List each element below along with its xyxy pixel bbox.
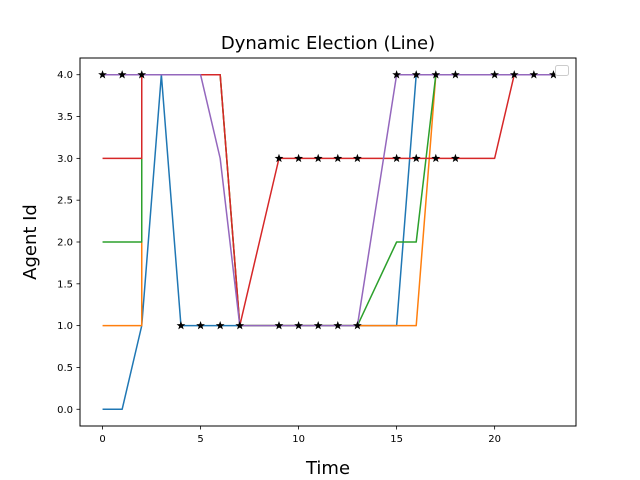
star-marker: [196, 321, 205, 330]
plot-frame: [79, 57, 577, 427]
star-marker: [333, 321, 343, 330]
plot-area: [98, 70, 558, 411]
y-tick-label: 0.5: [57, 363, 73, 374]
y-tick-label: 1.0: [57, 321, 73, 332]
star-marker: [117, 70, 127, 79]
star-marker: [509, 70, 519, 79]
star-marker: [353, 321, 362, 330]
y-tick-label: 3.5: [57, 112, 73, 123]
star-marker: [353, 153, 362, 163]
y-tick-label: 0.0: [57, 405, 73, 416]
star-marker: [235, 321, 245, 330]
star-marker: [294, 153, 303, 163]
star-marker: [431, 70, 441, 79]
y-tick-label: 2.0: [57, 238, 73, 249]
x-tick-label: 0: [99, 434, 105, 445]
star-marker: [98, 70, 107, 79]
series-line-5: [102, 73, 554, 327]
star-marker: [215, 321, 225, 330]
series-line-2: [102, 73, 554, 327]
star-marker: [274, 321, 284, 330]
star-marker: [411, 70, 421, 79]
series-line-1: [102, 73, 554, 411]
y-tick-label: 3.0: [57, 154, 73, 165]
star-marker: [529, 70, 539, 79]
star-marker: [431, 153, 441, 163]
star-marker: [490, 70, 500, 79]
chart-title: Dynamic Election (Line): [221, 33, 435, 54]
star-marker: [392, 70, 401, 79]
x-axis: 0 5 10 15 20: [99, 426, 501, 445]
series-line-3: [102, 73, 554, 327]
star-marker: [333, 153, 343, 163]
x-axis-title: Time: [305, 458, 350, 479]
legend-box: [555, 65, 569, 76]
y-tick-label: 4.0: [57, 70, 73, 81]
star-marker: [313, 153, 323, 163]
x-tick-label: 20: [488, 434, 501, 445]
star-marker: [176, 321, 186, 330]
y-axis-title: Agent Id: [20, 204, 41, 280]
series-line-4: [102, 73, 554, 327]
star-marker: [451, 153, 460, 163]
y-axis: 0.0 0.5 1.0 1.5 2.0 2.5 3.0 3.5 4.0: [57, 70, 80, 416]
y-tick-label: 1.5: [57, 279, 73, 290]
star-marker: [411, 153, 421, 163]
star-marker: [392, 153, 401, 163]
star-marker: [549, 70, 558, 79]
star-marker: [137, 70, 147, 79]
star-marker: [451, 70, 460, 79]
x-tick-label: 15: [390, 434, 403, 445]
x-tick-label: 5: [197, 434, 203, 445]
y-tick-label: 2.5: [57, 196, 73, 207]
x-tick-label: 10: [292, 434, 305, 445]
star-marker: [294, 321, 303, 330]
star-marker: [274, 153, 284, 163]
star-marker: [313, 321, 323, 330]
